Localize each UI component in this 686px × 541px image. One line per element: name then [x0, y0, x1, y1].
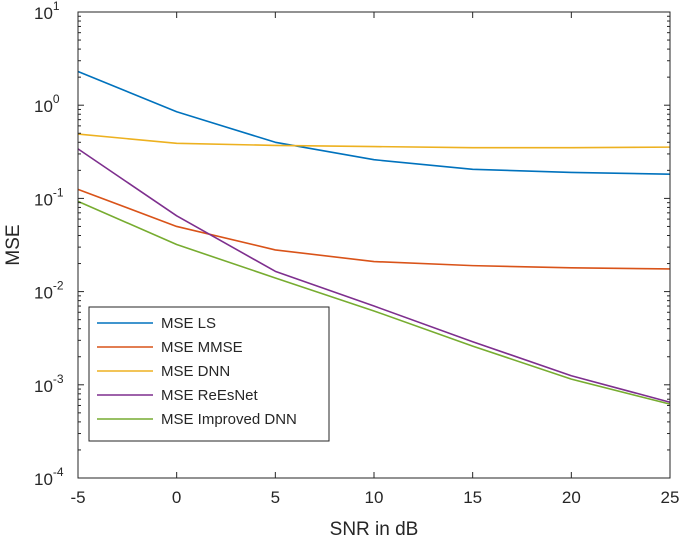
- x-tick-label: 25: [661, 488, 680, 507]
- y-tick-label-exponent: 1: [53, 0, 60, 13]
- y-tick-label-base: 10: [34, 377, 53, 396]
- y-tick-label: 100: [34, 92, 60, 116]
- y-tick-label-base: 10: [34, 4, 53, 23]
- series-line-2: [77, 133, 671, 149]
- y-tick-label: 10-3: [34, 372, 64, 396]
- series-line-0: [77, 70, 671, 175]
- legend-label-2: MSE DNN: [161, 363, 230, 380]
- y-tick-label: 10-4: [34, 465, 64, 489]
- y-tick-label-exponent: -3: [53, 372, 64, 386]
- y-tick-label: 101: [34, 0, 60, 23]
- y-tick-label: 10-2: [34, 279, 64, 303]
- y-tick-label-base: 10: [34, 284, 53, 303]
- legend-label-1: MSE MMSE: [161, 339, 243, 356]
- y-tick-label-exponent: 0: [53, 92, 60, 106]
- legend-label-0: MSE LS: [161, 315, 216, 332]
- y-tick-label-base: 10: [34, 470, 53, 489]
- x-tick-label: 15: [463, 488, 482, 507]
- x-tick-label: 10: [365, 488, 384, 507]
- y-tick-label-exponent: -2: [53, 279, 64, 293]
- y-tick-label-base: 10: [34, 97, 53, 116]
- x-tick-label: 0: [172, 488, 181, 507]
- series-layer: [77, 70, 671, 405]
- x-tick-label: 20: [562, 488, 581, 507]
- series-line-4: [77, 200, 671, 405]
- x-axis-label: SNR in dB: [330, 519, 419, 540]
- y-axis-label: MSE: [3, 224, 24, 265]
- x-tick-label: -5: [70, 488, 85, 507]
- series-line-3: [77, 148, 671, 404]
- y-tick-label-exponent: -1: [53, 185, 64, 199]
- legend-label-3: MSE ReEsNet: [161, 387, 259, 404]
- y-tick-label-base: 10: [34, 190, 53, 209]
- series-line-1: [77, 188, 671, 270]
- x-tick-label: 5: [271, 488, 280, 507]
- legend: MSE LS MSE MMSE MSE DNN MSE ReEsNet MSE Impr…: [88, 306, 330, 442]
- y-tick-label-exponent: -4: [53, 465, 64, 479]
- y-tick-label: 10-1: [34, 185, 64, 209]
- legend-label-4: MSE Improved DNN: [161, 411, 297, 428]
